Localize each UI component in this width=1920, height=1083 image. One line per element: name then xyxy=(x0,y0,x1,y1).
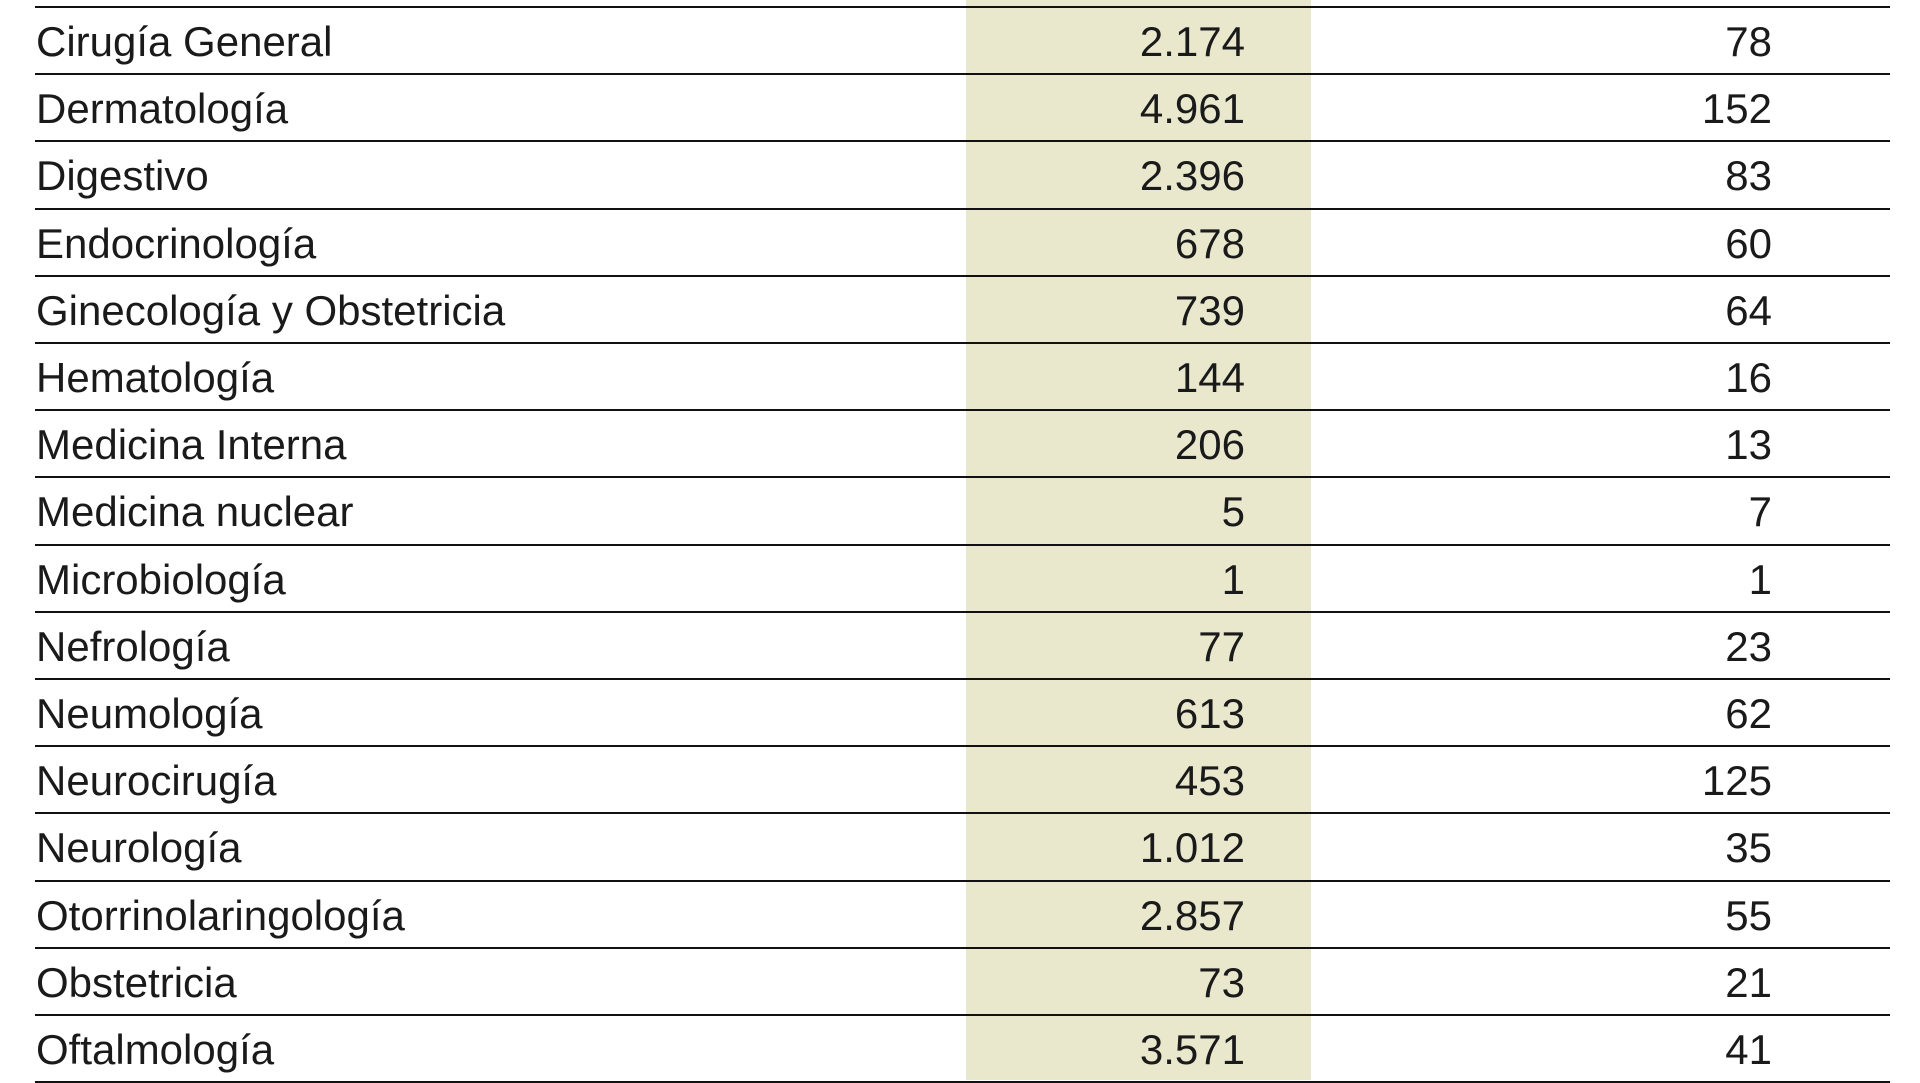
cell-value: 35 xyxy=(1725,824,1772,872)
row-label: Otorrinolaringología xyxy=(36,891,405,939)
cell-value: 613 xyxy=(1174,690,1245,737)
cell-value: 1 xyxy=(1748,555,1772,603)
row-label: Digestivo xyxy=(36,152,209,200)
row-divider xyxy=(35,73,1890,76)
row-divider xyxy=(35,610,1890,613)
cell-value: 4.961 xyxy=(1139,85,1245,133)
row-label: Medicina nuclear xyxy=(36,488,354,536)
cell-value: 83 xyxy=(1725,152,1772,200)
cell-value: 55 xyxy=(1725,891,1772,939)
row-label: Microbiología xyxy=(36,555,286,603)
cell-value: 16 xyxy=(1725,354,1772,401)
row-label: Oftalmología xyxy=(36,1026,275,1073)
cell-value: 2.857 xyxy=(1139,891,1245,939)
row-divider xyxy=(35,409,1890,412)
row-label: Medicina Interna xyxy=(36,421,347,469)
row-divider xyxy=(35,678,1890,680)
cell-value: 23 xyxy=(1725,622,1772,670)
row-divider xyxy=(35,1014,1890,1016)
row-label: Cirugía General xyxy=(36,18,333,65)
cell-value: 1.012 xyxy=(1139,824,1245,872)
cell-value: 77 xyxy=(1198,622,1245,670)
cell-value: 2.174 xyxy=(1139,18,1245,65)
row-label: Obstetricia xyxy=(36,958,237,1006)
row-divider xyxy=(35,543,1890,546)
cell-value: 206 xyxy=(1174,421,1245,469)
cell-value: 144 xyxy=(1174,354,1245,401)
row-label: Hematología xyxy=(36,354,275,401)
row-divider xyxy=(35,476,1890,479)
cell-value: 62 xyxy=(1725,690,1772,737)
cell-value: 13 xyxy=(1725,421,1772,469)
row-label: Endocrinología xyxy=(36,219,317,267)
row-divider xyxy=(35,274,1890,277)
cell-value: 739 xyxy=(1174,286,1245,334)
cell-value: 1 xyxy=(1221,555,1245,603)
row-divider xyxy=(35,140,1890,143)
row-divider xyxy=(35,946,1890,949)
row-label: Neurocirugía xyxy=(36,757,277,805)
row-label: Neurología xyxy=(36,824,242,872)
row-label: Nefrología xyxy=(36,622,230,670)
cell-value: 5 xyxy=(1221,488,1245,536)
cell-value: 678 xyxy=(1174,219,1245,267)
cell-value: 7 xyxy=(1748,488,1772,536)
cell-value: 78 xyxy=(1725,18,1772,65)
cell-value: 60 xyxy=(1725,219,1772,267)
row-divider xyxy=(35,745,1890,748)
row-divider xyxy=(35,6,1890,8)
row-divider xyxy=(35,207,1890,210)
cell-value: 152 xyxy=(1701,85,1772,133)
cell-value: 453 xyxy=(1174,757,1245,805)
highlight-column xyxy=(966,0,1311,1080)
row-divider xyxy=(35,879,1890,882)
cell-value: 21 xyxy=(1725,958,1772,1006)
cell-value: 41 xyxy=(1725,1026,1772,1073)
cell-value: 3.571 xyxy=(1139,1026,1245,1073)
row-label: Dermatología xyxy=(36,85,289,133)
row-divider xyxy=(35,342,1890,344)
cell-value: 125 xyxy=(1701,757,1772,805)
row-label: Ginecología y Obstetricia xyxy=(36,286,506,334)
row-divider xyxy=(35,812,1890,815)
row-label: Neumología xyxy=(36,690,263,737)
cell-value: 73 xyxy=(1198,958,1245,1006)
cell-value: 2.396 xyxy=(1139,152,1245,200)
cell-value: 64 xyxy=(1725,286,1772,334)
